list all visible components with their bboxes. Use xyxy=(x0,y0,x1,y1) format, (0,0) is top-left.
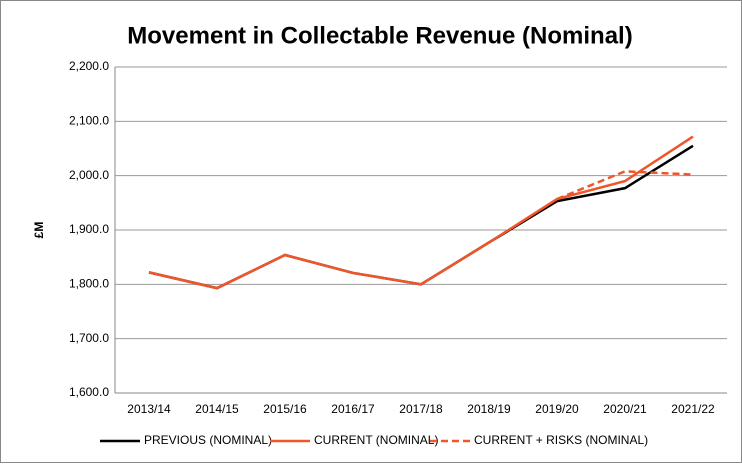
y-axis-label: £M xyxy=(32,222,46,239)
series-line xyxy=(148,135,694,290)
legend-label: CURRENT + RISKS (NOMINAL) xyxy=(474,433,648,447)
x-tick-label: 2015/16 xyxy=(263,402,307,416)
y-tick-label: 2,000.0 xyxy=(69,168,109,182)
x-tick-label: 2021/22 xyxy=(671,402,715,416)
y-tick-label: 1,800.0 xyxy=(69,277,109,291)
y-tick-label: 2,200.0 xyxy=(69,59,109,73)
x-tick-label: 2016/17 xyxy=(331,402,375,416)
x-tick-label: 2018/19 xyxy=(467,402,511,416)
x-tick-label: 2019/20 xyxy=(535,402,579,416)
y-tick-label: 1,600.0 xyxy=(69,385,109,399)
series-line xyxy=(556,170,694,201)
y-tick-label: 1,900.0 xyxy=(69,222,109,236)
legend-label: CURRENT (NOMINAL) xyxy=(314,433,438,447)
y-tick-label: 1,700.0 xyxy=(69,331,109,345)
legend-label: PREVIOUS (NOMINAL) xyxy=(144,433,272,447)
x-tick-label: 2017/18 xyxy=(399,402,443,416)
chart-title: Movement in Collectable Revenue (Nominal… xyxy=(127,22,632,49)
x-tick-label: 2020/21 xyxy=(603,402,647,416)
y-tick-label: 2,100.0 xyxy=(69,114,109,128)
x-tick-label: 2014/15 xyxy=(195,402,239,416)
x-tick-label: 2013/14 xyxy=(127,402,171,416)
